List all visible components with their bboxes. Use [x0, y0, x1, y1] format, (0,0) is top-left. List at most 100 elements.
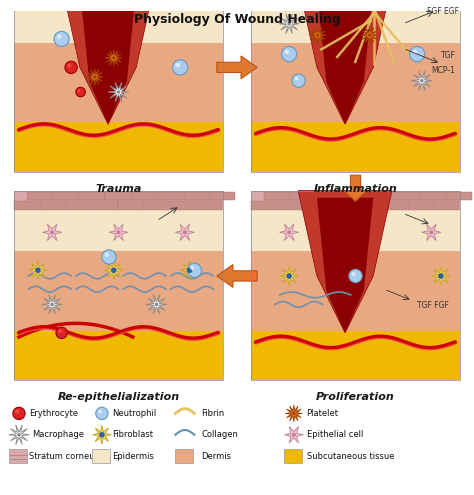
Bar: [40, 201, 65, 209]
Bar: [157, 192, 182, 200]
Bar: [14, 331, 223, 380]
Bar: [79, 192, 104, 200]
Text: Proliferation: Proliferation: [316, 392, 395, 402]
Polygon shape: [217, 56, 257, 79]
Bar: [14, 209, 223, 251]
Text: Neutrophil: Neutrophil: [112, 409, 156, 418]
Polygon shape: [92, 425, 111, 444]
Polygon shape: [280, 266, 299, 286]
Bar: [251, 191, 460, 209]
Circle shape: [316, 34, 319, 37]
Polygon shape: [43, 224, 62, 241]
Circle shape: [117, 90, 120, 94]
Circle shape: [155, 302, 158, 306]
Bar: [343, 192, 368, 200]
Bar: [251, 201, 276, 209]
Bar: [14, 122, 223, 172]
Circle shape: [412, 50, 417, 54]
Bar: [14, 0, 39, 1]
Circle shape: [173, 60, 188, 75]
Bar: [92, 201, 118, 209]
Bar: [251, 0, 460, 1]
Bar: [27, 192, 52, 200]
Polygon shape: [280, 224, 299, 241]
Polygon shape: [42, 295, 63, 314]
Bar: [251, 191, 460, 380]
Circle shape: [368, 34, 372, 37]
Circle shape: [292, 412, 296, 415]
Circle shape: [100, 433, 104, 437]
Circle shape: [13, 407, 25, 420]
Bar: [382, 201, 407, 209]
Bar: [145, 0, 170, 1]
Circle shape: [67, 63, 72, 68]
Polygon shape: [361, 27, 378, 44]
Polygon shape: [175, 224, 194, 241]
Circle shape: [438, 273, 444, 279]
Bar: [14, 1, 223, 43]
Bar: [14, 191, 223, 209]
Text: Trauma: Trauma: [95, 184, 142, 194]
Text: MCP-1: MCP-1: [431, 66, 455, 75]
Bar: [197, 201, 222, 209]
Circle shape: [111, 267, 117, 273]
Bar: [171, 201, 196, 209]
Circle shape: [287, 22, 291, 25]
Polygon shape: [422, 224, 441, 241]
Circle shape: [98, 410, 102, 413]
Circle shape: [187, 263, 201, 277]
Circle shape: [50, 230, 54, 234]
Text: Macrophage: Macrophage: [32, 430, 84, 439]
Bar: [92, 449, 110, 463]
Circle shape: [183, 230, 187, 234]
Bar: [14, 201, 39, 209]
Circle shape: [50, 302, 54, 306]
Bar: [264, 192, 289, 200]
Polygon shape: [298, 191, 392, 333]
Circle shape: [77, 89, 81, 92]
Bar: [171, 0, 196, 1]
Polygon shape: [86, 68, 103, 86]
Text: Epithelial cell: Epithelial cell: [307, 430, 363, 439]
Bar: [421, 192, 446, 200]
Bar: [434, 0, 459, 1]
Polygon shape: [217, 264, 257, 287]
Bar: [105, 192, 130, 200]
Circle shape: [349, 269, 362, 283]
Bar: [303, 0, 328, 1]
Circle shape: [96, 407, 108, 420]
Circle shape: [439, 274, 443, 278]
Circle shape: [292, 433, 296, 437]
Bar: [251, 209, 460, 251]
Bar: [251, 331, 460, 380]
Text: Dermis: Dermis: [201, 451, 231, 460]
Polygon shape: [317, 198, 373, 333]
Polygon shape: [28, 261, 47, 280]
Bar: [92, 0, 118, 1]
Bar: [290, 192, 316, 200]
Bar: [395, 192, 420, 200]
Bar: [118, 0, 144, 1]
Polygon shape: [9, 425, 29, 445]
Polygon shape: [109, 224, 128, 241]
Bar: [251, 1, 460, 43]
Circle shape: [117, 230, 120, 234]
Bar: [145, 201, 170, 209]
Bar: [251, 0, 276, 1]
Circle shape: [187, 267, 192, 273]
Circle shape: [93, 75, 97, 79]
Bar: [434, 201, 459, 209]
Circle shape: [65, 61, 77, 74]
Circle shape: [15, 409, 19, 414]
Circle shape: [284, 50, 289, 54]
Bar: [118, 201, 144, 209]
Bar: [251, 251, 460, 331]
Circle shape: [420, 79, 424, 82]
Bar: [382, 0, 407, 1]
Bar: [369, 192, 394, 200]
Polygon shape: [298, 0, 392, 124]
Text: FGF EGF: FGF EGF: [427, 7, 459, 16]
Circle shape: [36, 268, 40, 272]
Polygon shape: [285, 405, 302, 422]
Circle shape: [56, 327, 67, 339]
